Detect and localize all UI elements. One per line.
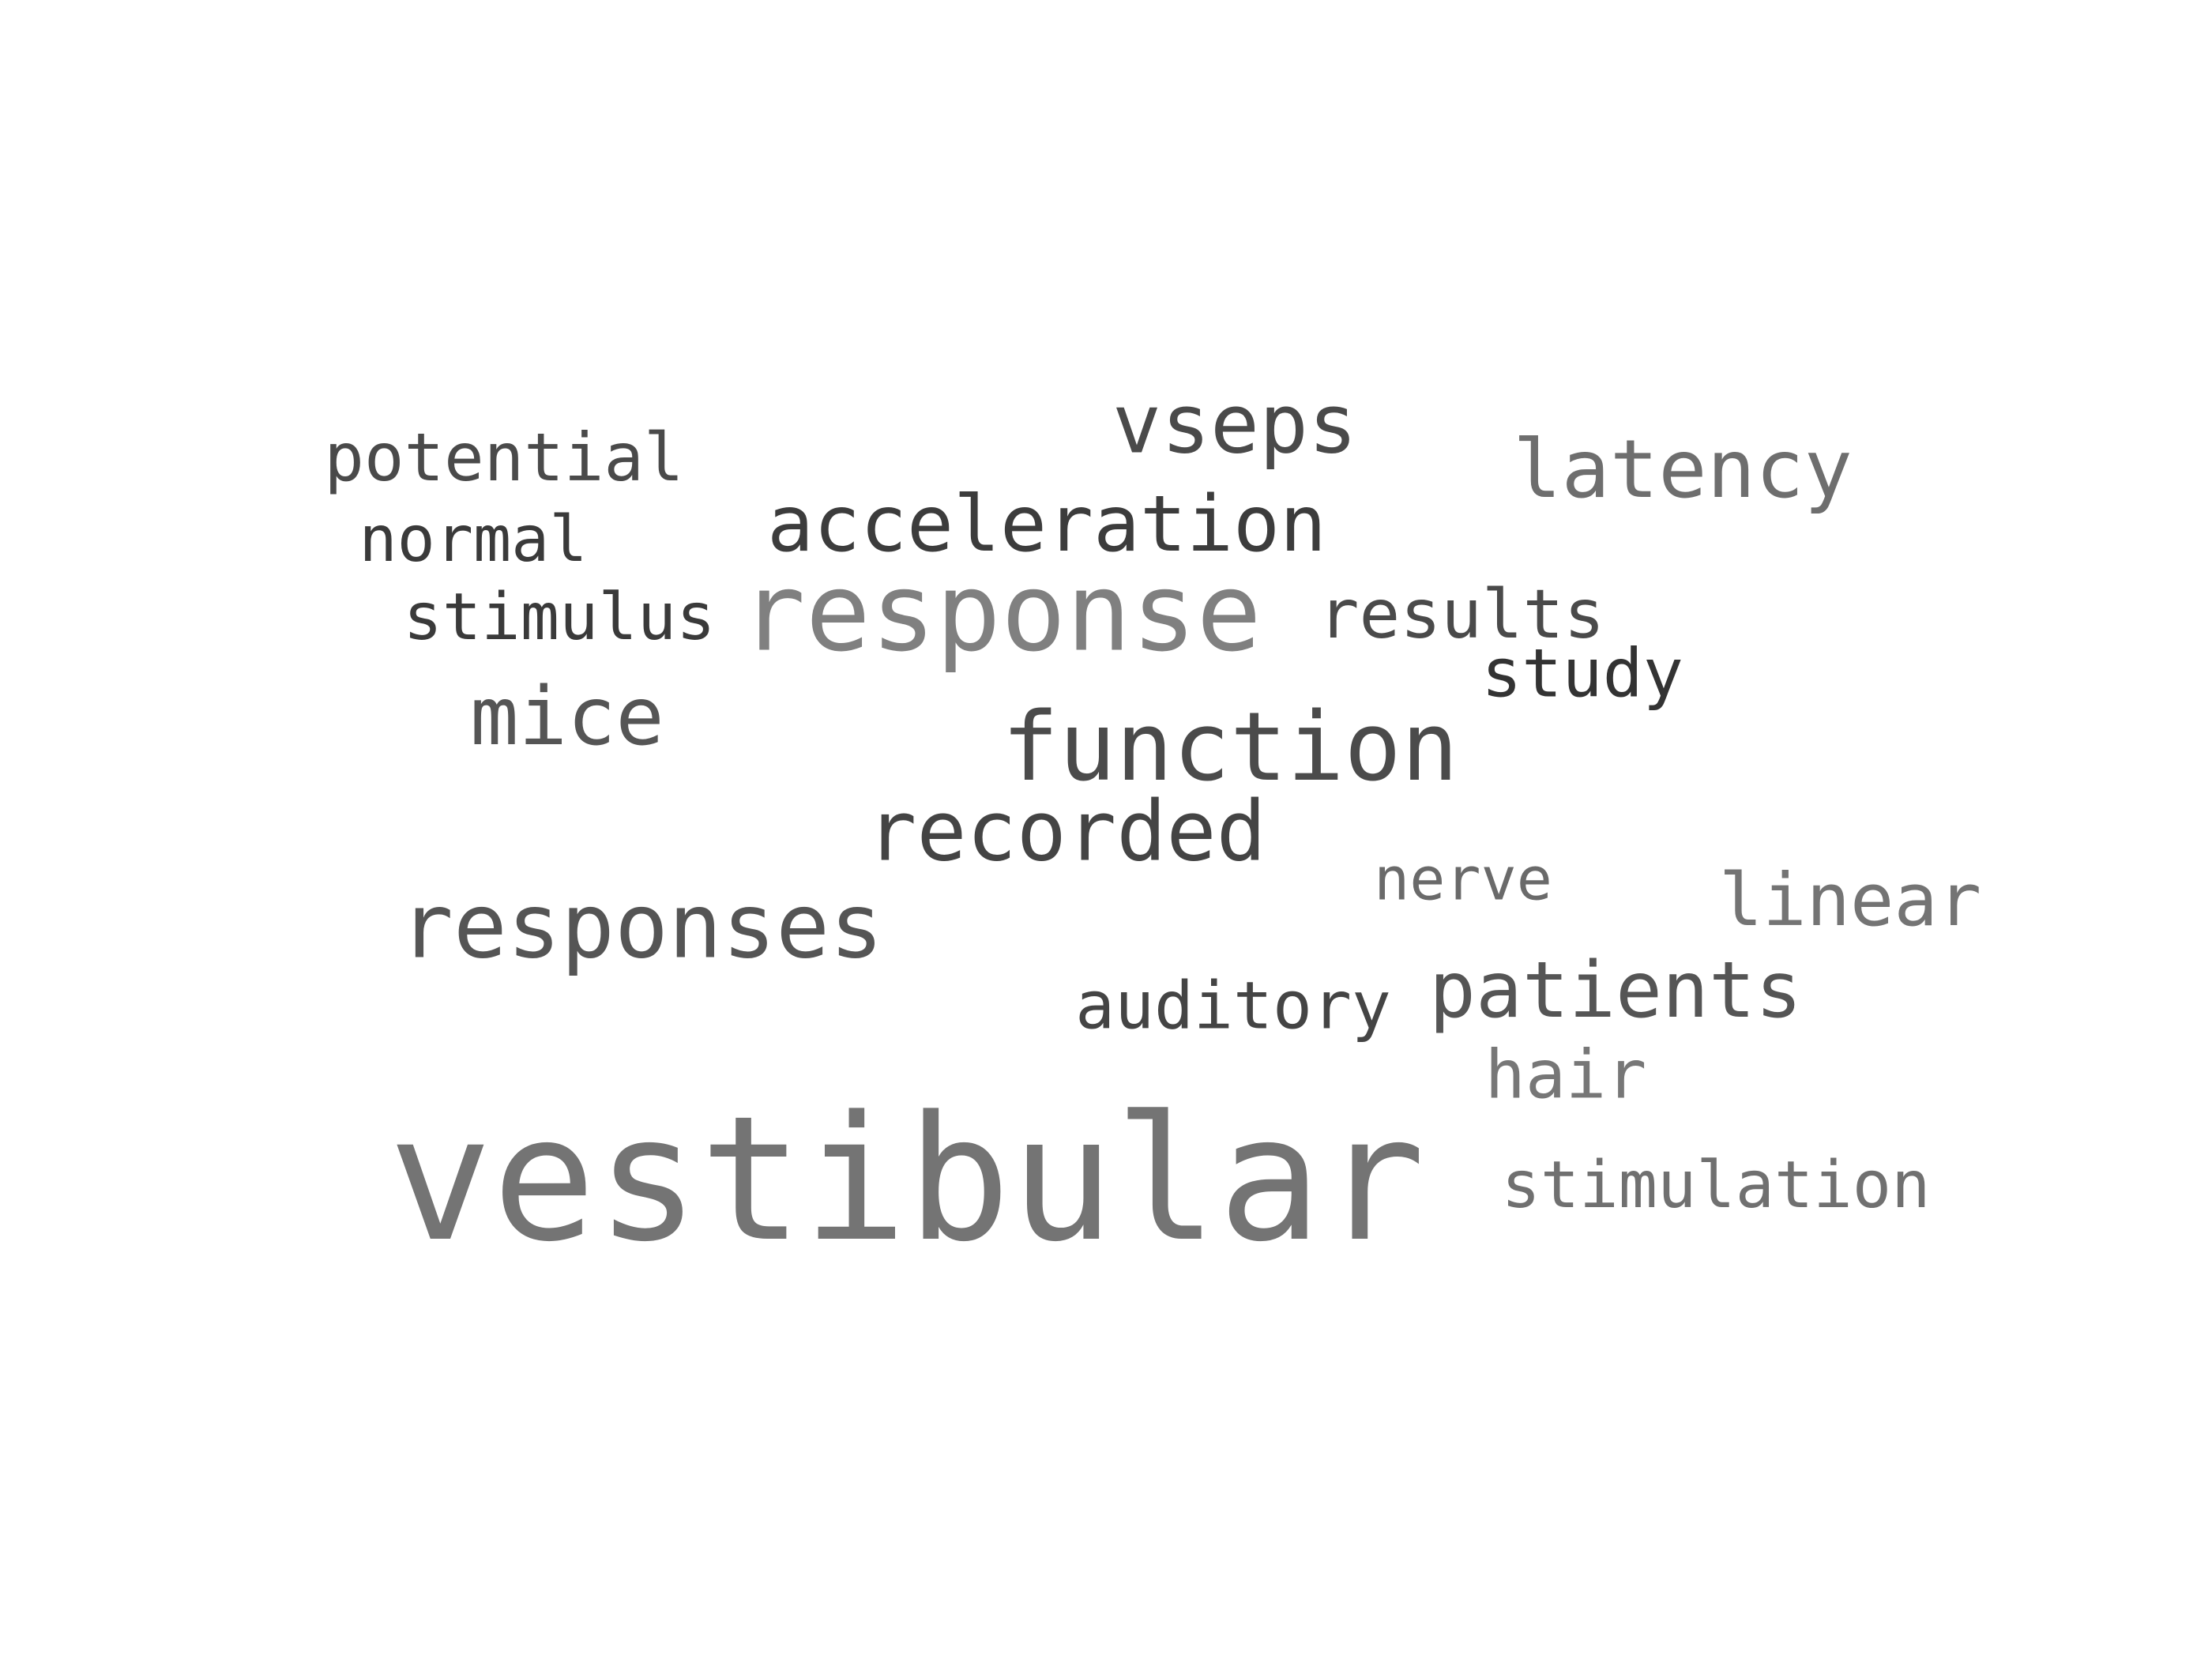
word-vseps: vseps: [1112, 377, 1358, 472]
word-latency: latency: [1513, 423, 1853, 517]
word-study: study: [1481, 634, 1683, 713]
word-responses: responses: [399, 874, 884, 979]
word-mice: mice: [470, 670, 664, 764]
word-results: results: [1318, 575, 1605, 654]
word-patients: patients: [1428, 946, 1803, 1036]
word-function: function: [1002, 693, 1458, 803]
word-normal: normal: [359, 502, 588, 576]
word-hair: hair: [1484, 1036, 1647, 1115]
word-recorded: recorded: [867, 783, 1266, 880]
word-response: response: [740, 550, 1262, 676]
word-stimulus: stimulus: [403, 580, 716, 655]
word-vestibular: vestibular: [388, 1080, 1426, 1280]
word-nerve: nerve: [1374, 844, 1552, 914]
word-acceleration: acceleration: [766, 480, 1327, 570]
word-potential: potential: [324, 419, 684, 496]
word-linear: linear: [1718, 858, 1982, 942]
word-auditory: auditory: [1075, 967, 1391, 1044]
word-stimulation: stimulation: [1501, 1148, 1931, 1223]
